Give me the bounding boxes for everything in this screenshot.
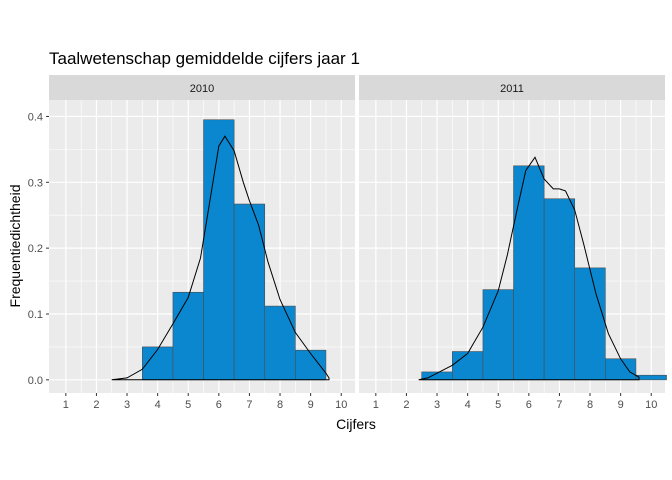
x-tick-label: 6 [526, 399, 532, 411]
histogram-bar [635, 374, 667, 381]
histogram-bar [452, 351, 484, 381]
histogram-bar [295, 349, 327, 381]
facet-panels: 0.0 0.1 0.2 0.3 0.4 2010 1 2 3 4 5 6 7 8 9 10 2011 1 2 3 4 5 6… [28, 75, 667, 411]
facet-strip [359, 75, 665, 100]
x-tick-label: 6 [216, 399, 222, 411]
x-tick-label: 8 [277, 399, 283, 411]
histogram-bar [482, 289, 514, 381]
histogram-bar [172, 291, 204, 381]
x-tick-label: 4 [465, 399, 471, 411]
histogram-bar [264, 305, 296, 381]
facet-strip-label: 2011 [500, 83, 524, 95]
x-axis-title: Cijfers [336, 416, 376, 432]
density-curve [418, 156, 640, 381]
facet-panel-2010: 2010 1 2 3 4 5 6 7 8 9 10 [49, 75, 355, 411]
facet-panel-2011: 2011 1 2 3 4 5 6 7 8 9 10 [359, 75, 667, 411]
histogram-bar [543, 198, 576, 381]
x-tick-label: 7 [556, 399, 562, 411]
histogram-bar [233, 203, 266, 381]
y-axis-title: Frequentiedichtheid [7, 185, 23, 308]
facet-strip-label: 2010 [190, 83, 214, 95]
y-tick-label: 0.1 [28, 309, 43, 321]
chart-title: Taalwetenschap gemiddelde cijfers jaar 1 [49, 49, 360, 68]
y-tick-label: 0.0 [28, 375, 43, 387]
x-tick-label: 1 [373, 399, 379, 411]
y-tick-label: 0.4 [28, 111, 43, 123]
x-tick-label: 5 [495, 399, 501, 411]
x-tick-label: 10 [645, 399, 657, 411]
x-tick-label: 5 [185, 399, 191, 411]
y-tick-label: 0.2 [28, 243, 43, 255]
x-tick-label: 2 [93, 399, 99, 411]
x-tick-label: 9 [308, 399, 314, 411]
y-tick-label: 0.3 [28, 177, 43, 189]
facet-strip [49, 75, 355, 100]
x-tick-label: 4 [155, 399, 161, 411]
histogram-bar [203, 119, 235, 381]
histogram-bar [513, 165, 545, 381]
density-curve [111, 135, 330, 381]
x-tick-label: 8 [587, 399, 593, 411]
x-tick-label: 7 [246, 399, 252, 411]
x-tick-label: 1 [63, 399, 69, 411]
x-tick-label: 2 [403, 399, 409, 411]
x-tick-label: 3 [434, 399, 440, 411]
histogram-bar [574, 267, 606, 381]
x-tick-label: 3 [124, 399, 130, 411]
histogram-bar [605, 358, 637, 381]
x-tick-label: 9 [618, 399, 624, 411]
x-tick-label: 10 [335, 399, 347, 411]
